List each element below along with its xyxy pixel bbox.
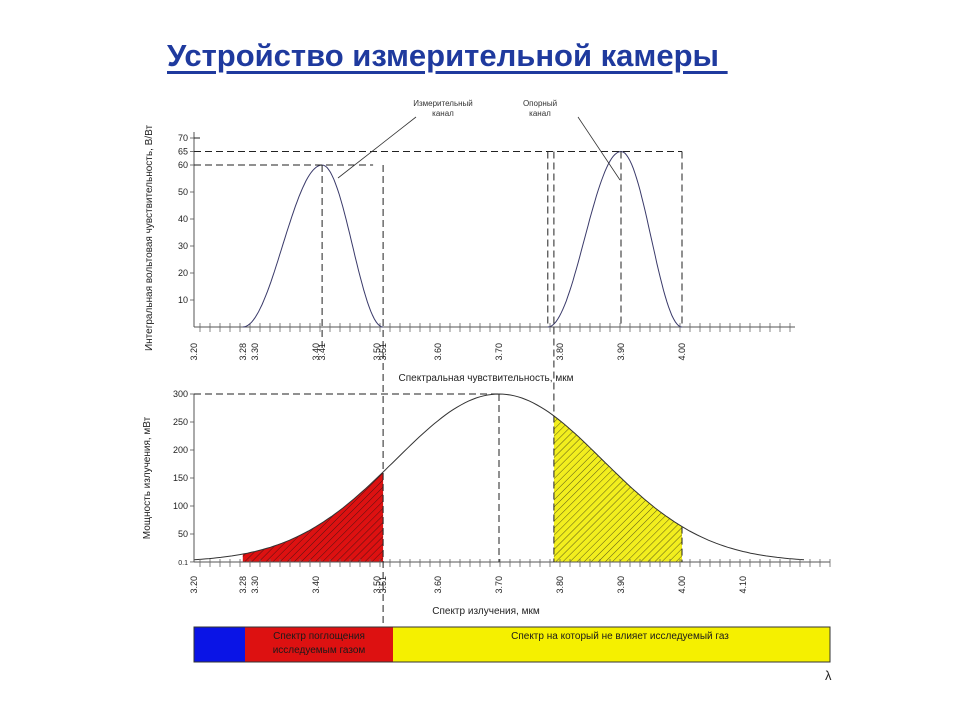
measuring-channel-annotation-line2: канал — [432, 109, 454, 118]
emission-chart: 0.1 50 100 150 200 250 300 3.20 3.28 3.30 3.40 3.5… — [142, 389, 831, 617]
band-blue-segment — [194, 627, 245, 662]
measuring-channel-annotation-line1: Измерительный — [413, 99, 473, 108]
top-x-tick-label: 3.40 — [311, 343, 321, 361]
top-x-tick-label: 3.90 — [616, 343, 626, 361]
band-absorption-label: Спектр поглощения исследуемым газом — [272, 631, 366, 656]
bottom-x-axis-label: Спектр излучения, мкм — [432, 606, 540, 617]
bottom-x-tick-label: 3.28 — [238, 576, 248, 594]
top-y-tick-label: 50 — [178, 187, 188, 197]
band-yellow-segment — [393, 627, 830, 662]
top-y-tick-label: 40 — [178, 214, 188, 224]
reference-region-hatch — [553, 416, 682, 562]
spectrum-band: Спектр поглощения исследуемым газом Спек… — [193, 626, 832, 683]
bottom-y-tick-label: 150 — [173, 473, 188, 483]
top-y-tick-label: 65 — [178, 147, 188, 157]
reference-channel-curve — [547, 150, 683, 328]
reference-channel-annotation-line2: канал — [529, 109, 551, 118]
top-x-axis-label: Спектральная чувствительность, мкм — [399, 373, 574, 384]
bottom-y-tick-label: 100 — [173, 501, 188, 511]
band-reference-label: Спектр на который не влияет исследуемый … — [511, 631, 729, 642]
sensitivity-chart: 10 20 30 40 50 60 65 70 3.20 3.28 3.30 3.403.41 3.5… — [144, 99, 795, 384]
top-y-axis-label: Интегральная вольтовая чувствительность,… — [144, 125, 155, 351]
measuring-channel-leader — [337, 116, 417, 179]
bottom-x-tick-label: 3.50 — [372, 576, 382, 594]
bottom-x-tick-label: 3.30 — [250, 576, 260, 594]
top-x-tick-label: 3.28 — [238, 343, 248, 361]
top-x-tick-label: 3.41 — [317, 343, 327, 361]
top-y-tick-label: 20 — [178, 268, 188, 278]
lambda-symbol: λ — [825, 668, 832, 683]
reference-channel-leader — [577, 116, 621, 181]
bottom-x-tick-label: 3.60 — [433, 576, 443, 594]
bottom-y-tick-label: 250 — [173, 417, 188, 427]
top-y-tick-label: 30 — [178, 241, 188, 251]
bottom-x-tick-label: 3.90 — [616, 576, 626, 594]
top-y-tick-label: 10 — [178, 295, 188, 305]
bottom-x-tick-label: 4.10 — [738, 576, 748, 594]
bottom-y-tick-label: 50 — [178, 529, 188, 539]
top-y-tick-label: 70 — [178, 133, 188, 143]
bottom-x-tick-label: 4.00 — [677, 576, 687, 594]
reference-channel-annotation-line1: Опорный — [523, 99, 557, 108]
top-x-tick-label: 4.00 — [677, 343, 687, 361]
bottom-y-tick-label: 0.1 — [178, 560, 188, 567]
top-x-tick-label: 3.51 — [378, 343, 388, 361]
measuring-channel-curve — [242, 164, 384, 328]
top-x-tick-label: 3.30 — [250, 343, 260, 361]
top-x-tick-label: 3.80 — [555, 343, 565, 361]
top-x-tick-label: 3.20 — [189, 343, 199, 361]
band-red-segment — [245, 627, 393, 662]
bottom-x-tick-label: 3.40 — [311, 576, 321, 594]
top-y-tick-label: 60 — [178, 160, 188, 170]
bottom-x-tick-label: 3.20 — [189, 576, 199, 594]
absorption-region-hatch — [242, 472, 384, 562]
top-x-tick-label: 3.60 — [433, 343, 443, 361]
slide-title: Устройство измерительной камеры — [167, 38, 728, 73]
bottom-x-tick-label: 3.70 — [494, 576, 504, 594]
top-x-tick-label: 3.50 — [372, 343, 382, 361]
bottom-y-tick-label: 200 — [173, 445, 188, 455]
bottom-x-tick-label: 3.80 — [555, 576, 565, 594]
top-x-tick-label: 3.70 — [494, 343, 504, 361]
bottom-y-tick-label: 300 — [173, 389, 188, 399]
bottom-y-axis-label: Мощность излучения, мВт — [142, 416, 153, 539]
